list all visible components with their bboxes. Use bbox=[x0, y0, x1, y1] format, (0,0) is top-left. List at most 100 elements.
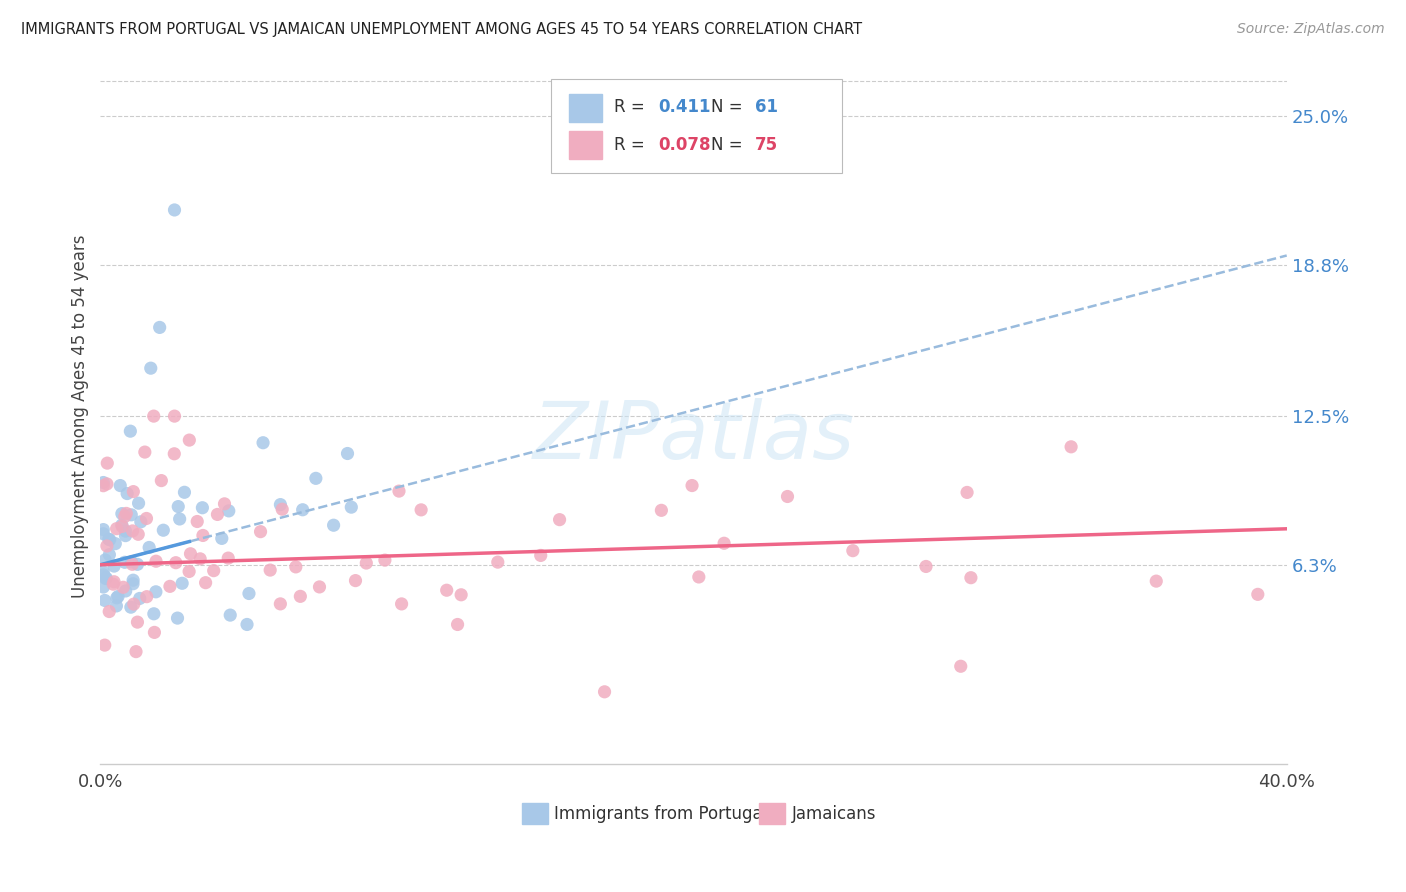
Point bbox=[91, 580, 114, 594]
Point bbox=[96, 456, 118, 470]
Point bbox=[114, 584, 136, 599]
Point bbox=[172, 576, 194, 591]
Bar bbox=[759, 804, 785, 824]
Point bbox=[105, 522, 128, 536]
Point bbox=[115, 486, 138, 500]
Point bbox=[681, 478, 703, 492]
Point bbox=[122, 597, 145, 611]
Point bbox=[291, 502, 314, 516]
Point bbox=[127, 527, 149, 541]
Point bbox=[120, 600, 142, 615]
Point bbox=[915, 559, 938, 574]
Point bbox=[219, 608, 242, 623]
Point bbox=[956, 485, 979, 500]
Point bbox=[1247, 587, 1270, 601]
Point bbox=[163, 409, 186, 424]
Point bbox=[269, 498, 291, 512]
Point bbox=[149, 320, 172, 334]
Point bbox=[143, 625, 166, 640]
Point bbox=[127, 615, 149, 629]
Point bbox=[446, 617, 468, 632]
Point bbox=[98, 548, 121, 562]
Point bbox=[842, 543, 865, 558]
Point bbox=[122, 484, 145, 499]
Point bbox=[111, 519, 134, 533]
Point bbox=[391, 597, 413, 611]
Point bbox=[165, 556, 187, 570]
Point bbox=[103, 574, 125, 589]
Point bbox=[91, 523, 114, 537]
Point bbox=[91, 479, 114, 493]
Point bbox=[214, 497, 236, 511]
Point bbox=[105, 599, 128, 613]
Point bbox=[548, 513, 571, 527]
Point bbox=[128, 496, 150, 510]
Point bbox=[98, 533, 121, 547]
Bar bbox=[569, 95, 602, 122]
Bar bbox=[569, 131, 602, 159]
Point bbox=[114, 528, 136, 542]
Point bbox=[135, 590, 157, 604]
Point bbox=[188, 552, 211, 566]
Point bbox=[122, 576, 145, 591]
Point bbox=[152, 523, 174, 537]
Point bbox=[249, 524, 271, 539]
Point bbox=[960, 571, 983, 585]
Point bbox=[269, 597, 291, 611]
Point bbox=[530, 549, 553, 563]
Text: N =: N = bbox=[711, 98, 748, 116]
Point bbox=[114, 524, 136, 538]
Point bbox=[142, 409, 165, 424]
Point bbox=[115, 507, 138, 521]
Point bbox=[114, 509, 136, 524]
Point bbox=[271, 502, 294, 516]
Point bbox=[305, 471, 328, 485]
Point bbox=[91, 526, 114, 541]
Point bbox=[218, 504, 240, 518]
Point bbox=[436, 583, 458, 598]
Point bbox=[121, 524, 143, 538]
Point bbox=[139, 361, 162, 376]
Point bbox=[322, 518, 344, 533]
Text: ZIPatlas: ZIPatlas bbox=[533, 398, 855, 476]
Point bbox=[128, 591, 150, 606]
Point bbox=[120, 424, 142, 438]
Point bbox=[105, 591, 128, 605]
Point bbox=[138, 541, 160, 555]
Point bbox=[776, 490, 799, 504]
Point bbox=[129, 515, 152, 529]
Point bbox=[191, 528, 214, 542]
Point bbox=[259, 563, 281, 577]
Point bbox=[374, 553, 396, 567]
Point bbox=[179, 433, 201, 447]
Point bbox=[94, 553, 117, 567]
Point bbox=[713, 536, 735, 550]
Point bbox=[207, 508, 229, 522]
Point bbox=[111, 507, 134, 521]
Point bbox=[163, 202, 186, 217]
Text: Jamaicans: Jamaicans bbox=[792, 805, 876, 822]
Point bbox=[1144, 574, 1167, 588]
Point bbox=[290, 590, 312, 604]
Point bbox=[110, 478, 132, 492]
Point bbox=[120, 508, 142, 522]
Point bbox=[166, 611, 188, 625]
Point bbox=[169, 512, 191, 526]
Point bbox=[411, 503, 433, 517]
Point bbox=[211, 532, 233, 546]
Point bbox=[96, 539, 118, 553]
Point bbox=[91, 567, 114, 582]
Point bbox=[356, 556, 378, 570]
Point bbox=[202, 564, 225, 578]
Point bbox=[388, 484, 411, 499]
Point bbox=[94, 593, 117, 607]
Point bbox=[114, 555, 136, 569]
Point bbox=[135, 511, 157, 525]
Text: R =: R = bbox=[614, 136, 650, 154]
Point bbox=[1060, 440, 1083, 454]
Point bbox=[344, 574, 367, 588]
Point bbox=[98, 605, 121, 619]
Point bbox=[104, 536, 127, 550]
FancyBboxPatch shape bbox=[551, 79, 842, 173]
Point bbox=[121, 558, 143, 572]
